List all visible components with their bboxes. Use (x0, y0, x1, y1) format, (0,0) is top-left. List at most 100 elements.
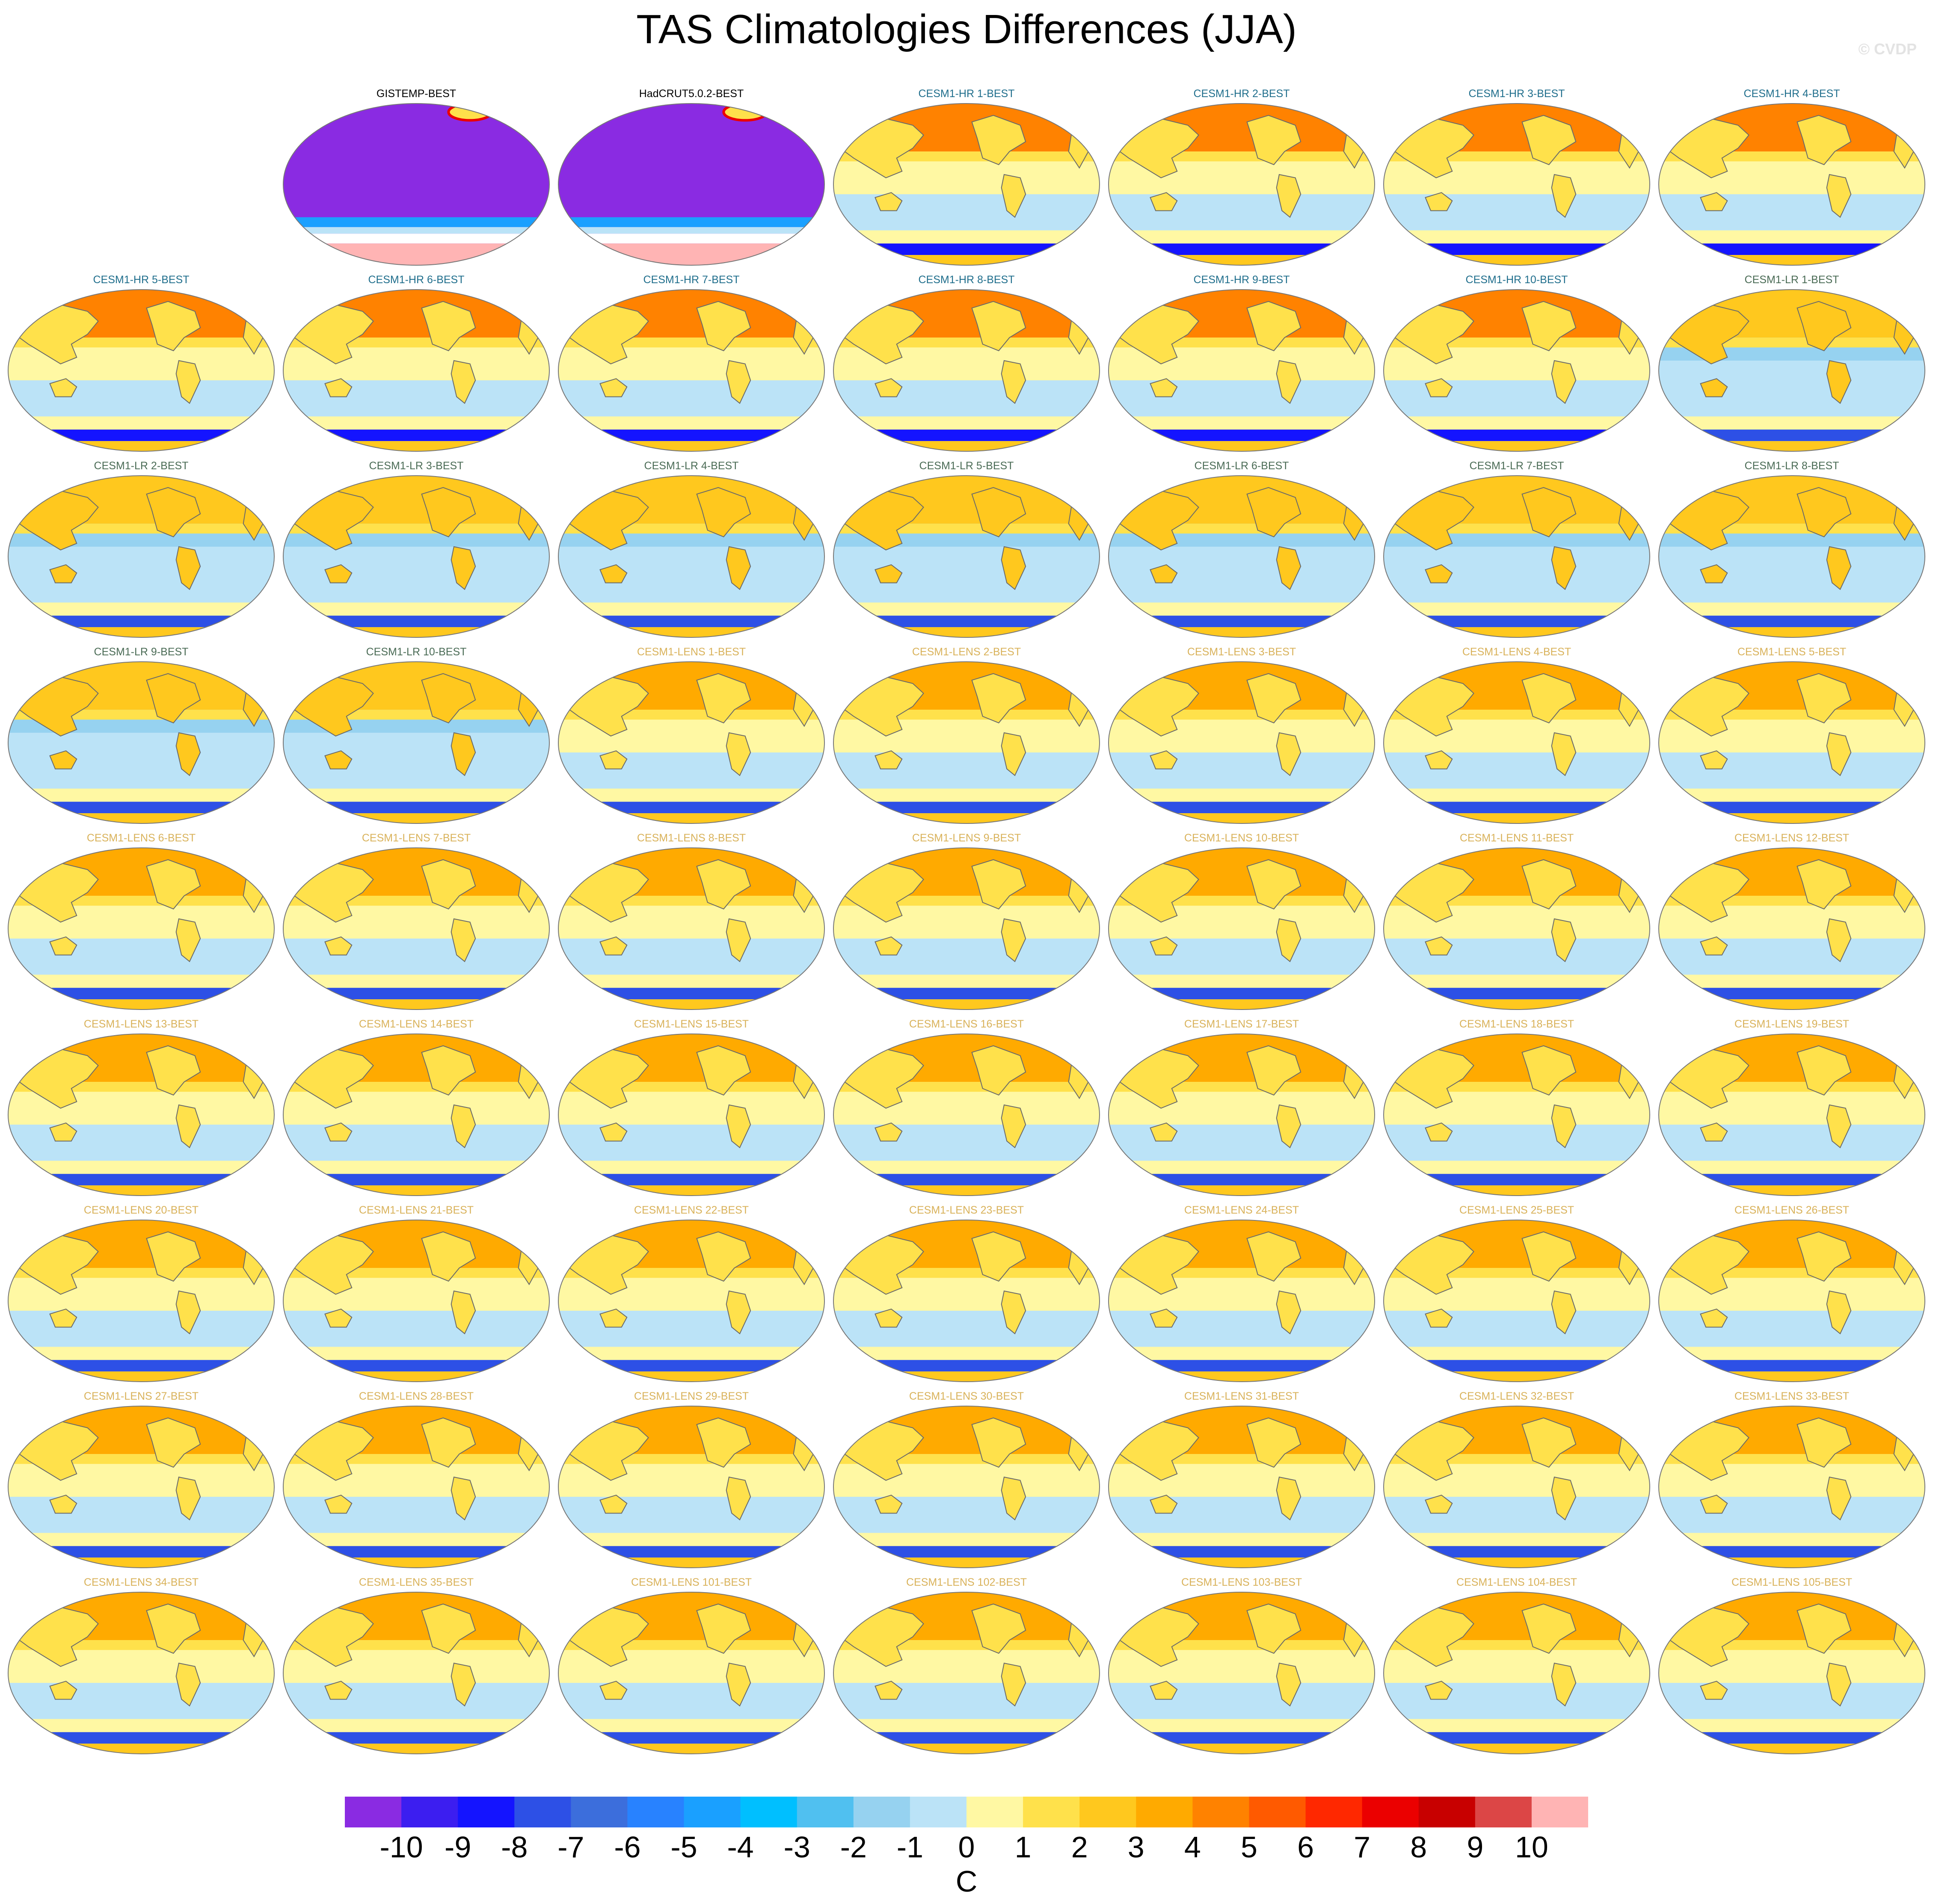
map-panel: CESM1-LENS 35-BEST (282, 1576, 551, 1755)
map-landmass (696, 859, 751, 910)
map-band (283, 416, 549, 430)
map-landmass (175, 1104, 201, 1149)
map-landmass (1150, 936, 1178, 956)
map-band (8, 1477, 274, 1497)
map-band (1384, 1371, 1650, 1382)
map-band (1384, 732, 1650, 753)
map-panel: CESM1-HR 1-BEST (832, 88, 1101, 267)
map-landmass (971, 487, 1026, 538)
map-band (558, 1663, 824, 1683)
map-band (1109, 380, 1375, 417)
map-band (8, 380, 274, 417)
map-landmass (1551, 1662, 1577, 1707)
panel-title: CESM1-LENS 33-BEST (1734, 1390, 1850, 1402)
map-band (1384, 1125, 1650, 1161)
map-band (1659, 360, 1925, 381)
map-landmass (146, 1045, 201, 1096)
map-landmass (1551, 732, 1577, 776)
map-band (558, 1125, 824, 1161)
map-band (283, 1533, 549, 1546)
map-landmass (696, 1603, 751, 1654)
map-band (8, 1558, 274, 1568)
map-landmass (971, 673, 1026, 724)
map-landmass (1276, 1476, 1302, 1521)
map-band (283, 918, 549, 939)
map-panel: CESM1-LENS 102-BEST (832, 1576, 1101, 1755)
map-band (8, 546, 274, 567)
map-band (283, 999, 549, 1010)
map-band (8, 602, 274, 616)
map-landmass (49, 1122, 77, 1142)
map-band (283, 1125, 549, 1161)
map-border (8, 1033, 275, 1196)
map-band (558, 441, 824, 451)
map-band (8, 752, 274, 789)
map-band (1384, 441, 1650, 451)
map-polar-band (833, 1174, 1100, 1186)
map-border (558, 475, 825, 638)
map-panel: CESM1-LR 1-BEST (1657, 274, 1926, 453)
colorbar-swatch (1531, 1797, 1588, 1827)
map-panel: CESM1-LENS 105-BEST (1657, 1576, 1926, 1755)
map-landmass (1246, 1045, 1302, 1096)
map-plot (833, 475, 1100, 638)
colorbar-swatch (966, 1797, 1023, 1827)
map-panel: CESM1-LENS 28-BEST (282, 1390, 551, 1569)
map-band (1384, 1497, 1650, 1533)
map-border (558, 1406, 825, 1568)
map-plot (283, 1033, 550, 1196)
map-band (1659, 566, 1925, 603)
map-plot (8, 1033, 275, 1196)
map-polar-band (8, 1360, 274, 1372)
map-band (283, 813, 549, 823)
panel-title: CESM1-LENS 105-BEST (1731, 1576, 1853, 1588)
map-band (8, 1104, 274, 1125)
map-band (833, 602, 1100, 616)
map-band (1384, 194, 1650, 231)
map-landmass (1826, 174, 1852, 218)
panel-title: GISTEMP-BEST (376, 88, 457, 100)
map-landmass (1246, 1417, 1302, 1468)
map-band (1659, 1533, 1925, 1546)
map-landmass (324, 936, 353, 956)
map-polar-band (558, 1360, 824, 1372)
map-landmass (451, 918, 476, 962)
map-band (8, 1161, 274, 1174)
map-panel: CESM1-LENS 25-BEST (1382, 1204, 1651, 1383)
map-band (1384, 1104, 1650, 1125)
map-band (1109, 1291, 1375, 1311)
map-plot (833, 661, 1100, 824)
map-band (558, 227, 824, 234)
map-plot (1108, 289, 1375, 452)
map-landmass (1150, 1309, 1178, 1328)
map-landmass (146, 487, 201, 538)
map-border (1108, 661, 1375, 824)
map-band (833, 1104, 1100, 1125)
map-border (1658, 1033, 1925, 1196)
map-plot (833, 1592, 1100, 1754)
map-landmass (1150, 378, 1178, 397)
map-polar-band (283, 988, 549, 1000)
map-landmass (875, 378, 903, 397)
map-border (1658, 661, 1925, 824)
panel-title: CESM1-LENS 4-BEST (1462, 646, 1571, 658)
map-band (833, 974, 1100, 988)
map-band (833, 1477, 1100, 1497)
colorbar-tick-label: 3 (1127, 1830, 1144, 1864)
map-band (833, 1744, 1100, 1754)
map-band (283, 380, 549, 417)
map-plot (558, 1220, 825, 1382)
map-band (558, 974, 824, 988)
map-landmass (696, 301, 751, 352)
map-landmass (1797, 1045, 1852, 1096)
map-band (8, 974, 274, 988)
map-landmass (1551, 546, 1577, 590)
map-band (1384, 360, 1650, 381)
map-panel: CESM1-LR 7-BEST (1382, 460, 1651, 639)
map-border (1108, 1406, 1375, 1568)
map-landmass (599, 750, 628, 770)
map-band (1109, 255, 1375, 265)
map-landmass (1797, 487, 1852, 538)
map-polar-band (1659, 616, 1925, 628)
map-plot (1658, 1406, 1925, 1568)
